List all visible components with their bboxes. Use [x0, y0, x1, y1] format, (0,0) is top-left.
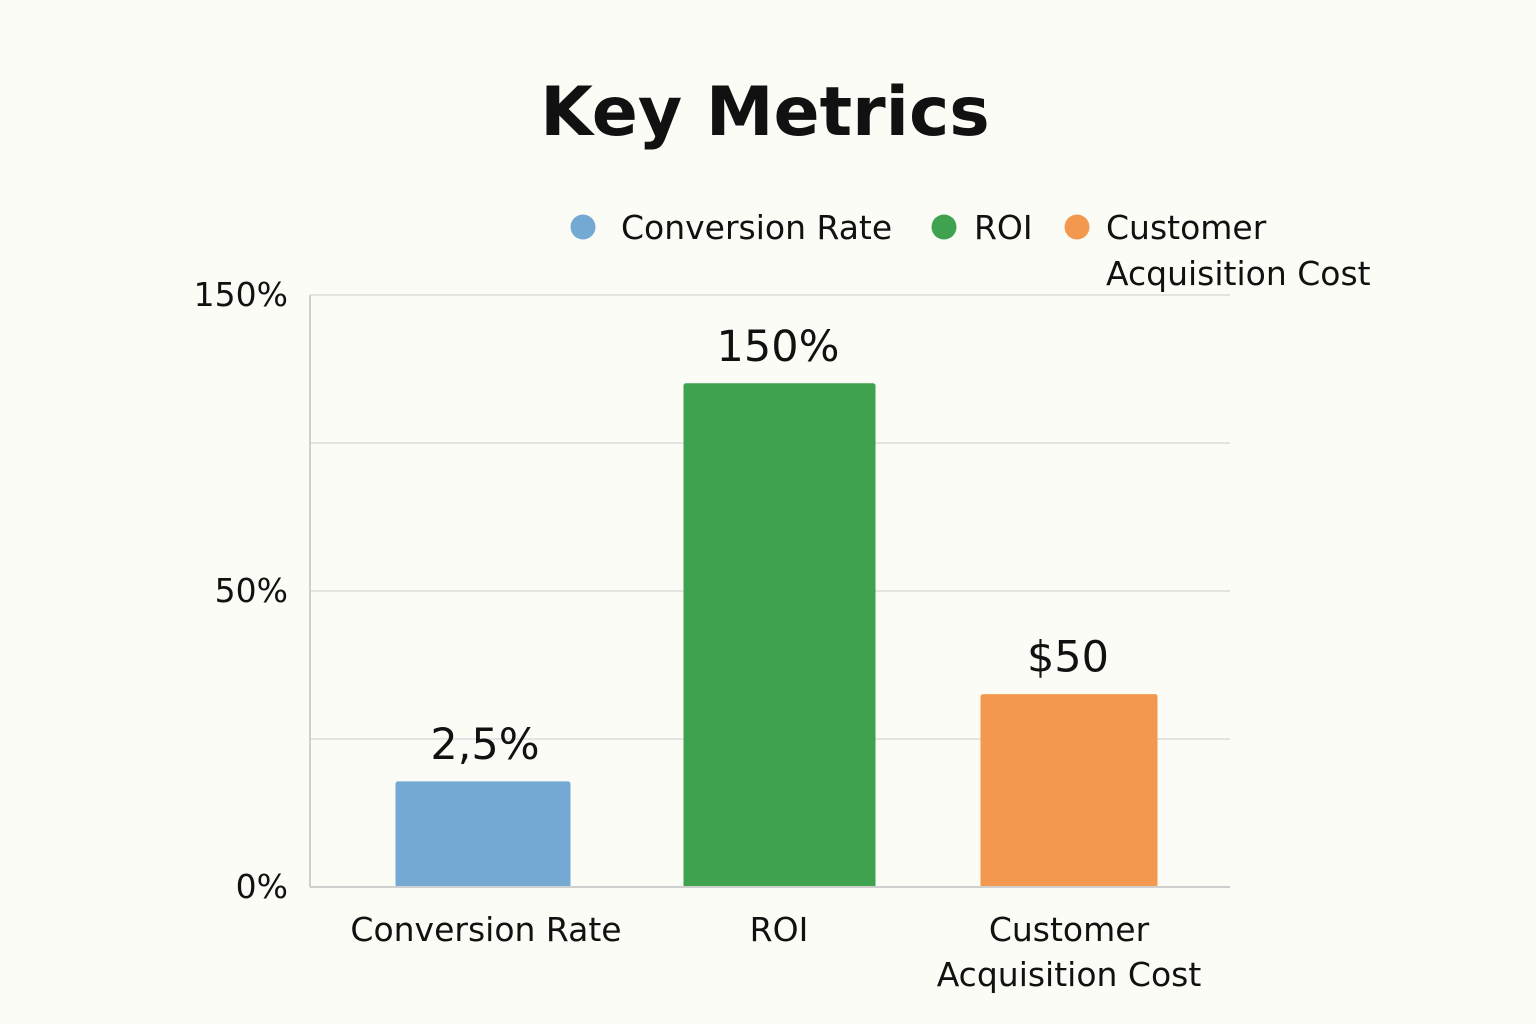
legend-item: Customer Acquisition Cost	[1064, 208, 1371, 293]
bar	[683, 383, 876, 888]
legend-marker	[931, 214, 957, 240]
chart-legend: Conversion Rate ROI Customer Acquisition Co…	[570, 208, 1371, 293]
x-tick-label: Conversion Rate	[350, 910, 621, 949]
chart-title: Key Metrics	[540, 73, 990, 152]
bar	[395, 781, 571, 888]
y-tick-label: 150%	[194, 275, 288, 314]
legend-item: Conversion Rate	[570, 208, 892, 247]
bar-value-label: 2,5%	[430, 720, 539, 770]
bar	[980, 694, 1158, 888]
legend-marker	[570, 214, 596, 240]
x-tick-label: ROI	[750, 910, 809, 949]
y-axis: 150% 50% 0%	[194, 275, 311, 906]
legend-label: ROI	[974, 208, 1033, 247]
chart-bars	[395, 383, 1158, 888]
bar-value-label: $50	[1027, 633, 1109, 683]
legend-label: Conversion Rate	[621, 208, 892, 247]
legend-item: ROI	[931, 208, 1033, 247]
y-tick-label: 50%	[215, 571, 288, 610]
y-tick-label: 0%	[236, 867, 288, 906]
value-labels: 2,5% 150% $50	[430, 322, 1109, 770]
legend-marker	[1064, 214, 1090, 240]
bar-value-label: 150%	[717, 322, 840, 372]
legend-label: Customer Acquisition Cost	[1106, 208, 1371, 293]
x-tick-label: Customer Acquisition Cost	[937, 910, 1202, 994]
x-axis: Conversion Rate ROI Customer Acquisition Co…	[310, 886, 1230, 994]
